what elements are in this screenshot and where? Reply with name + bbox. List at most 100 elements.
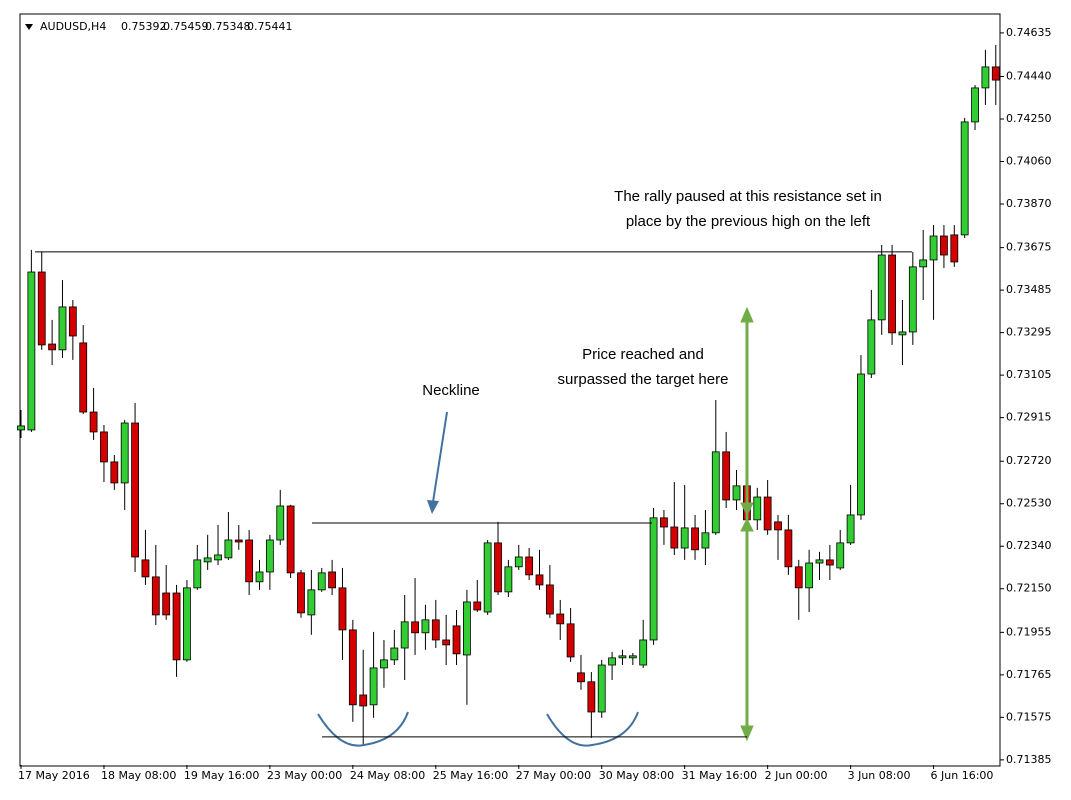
- y-tick-label: 0.72340: [1006, 539, 1052, 552]
- candle-body: [504, 566, 513, 593]
- candle-body: [380, 659, 388, 669]
- candle-body: [680, 527, 689, 549]
- x-tick-label: 19 May 16:00: [184, 769, 259, 782]
- symbol-title: AUDUSD,H4: [40, 20, 106, 33]
- candle-body: [141, 559, 150, 578]
- header-low: 0.75348: [205, 20, 251, 33]
- right-shoulder-curve: [546, 711, 639, 747]
- candle-body: [608, 657, 616, 666]
- y-tick-label: 0.71955: [1006, 625, 1052, 638]
- candle-body: [732, 485, 741, 501]
- candle-body: [587, 681, 596, 713]
- candle-body: [307, 589, 316, 616]
- candle-body: [172, 592, 181, 661]
- candle-body: [867, 319, 876, 375]
- header-high: 0.75459: [163, 20, 209, 33]
- candle-body: [214, 554, 222, 561]
- annotation: The rally paused at this resistance set …: [614, 188, 882, 205]
- y-tick-label: 0.73105: [1006, 368, 1052, 381]
- x-tick-label: 17 May 2016: [18, 769, 90, 782]
- target-arrow-head: [740, 517, 754, 532]
- y-tick-label: 0.72150: [1006, 582, 1052, 595]
- candle-body: [234, 539, 243, 543]
- candle-body: [79, 342, 88, 413]
- candle-body: [120, 422, 129, 484]
- candle-body: [981, 66, 990, 89]
- candle-body: [597, 664, 606, 713]
- neckline-arrow: [432, 411, 448, 503]
- candle-body: [691, 527, 699, 551]
- candle-body: [68, 306, 77, 337]
- candle-body: [400, 621, 409, 649]
- y-tick-label: 0.72915: [1006, 411, 1052, 424]
- target-arrow-head: [740, 502, 754, 517]
- annotation: Neckline: [422, 382, 480, 399]
- x-tick-label: 6 Jun 16:00: [931, 769, 994, 782]
- y-tick-label: 0.73675: [1006, 241, 1052, 254]
- header-close: 0.75441: [247, 20, 293, 33]
- x-tick-label: 27 May 00:00: [516, 769, 591, 782]
- candle-body: [390, 647, 399, 661]
- candle-body: [577, 672, 585, 683]
- candle-body: [898, 331, 907, 336]
- candle-body: [317, 572, 326, 591]
- candle-body: [514, 556, 523, 568]
- candle-body: [991, 66, 1000, 81]
- candle-body: [566, 623, 575, 658]
- candle-body: [535, 574, 544, 586]
- candle-body: [338, 587, 347, 631]
- x-tick-label: 3 Jun 08:00: [848, 769, 911, 782]
- candle-body: [846, 514, 855, 544]
- candle-body: [431, 619, 440, 641]
- candle-body: [556, 613, 565, 625]
- candle-body: [857, 373, 865, 516]
- candle-body: [348, 629, 357, 706]
- candle-body: [805, 562, 814, 589]
- candle-body: [525, 556, 534, 576]
- y-tick-label: 0.71385: [1006, 753, 1052, 766]
- candles: [17, 44, 1000, 745]
- x-tick-label: 23 May 00:00: [267, 769, 342, 782]
- candle-body: [774, 521, 782, 531]
- candle-body: [971, 87, 979, 123]
- candle-body: [297, 572, 305, 614]
- symbol-menu-icon[interactable]: [25, 24, 33, 30]
- candle-body: [919, 259, 928, 268]
- candle-body: [89, 411, 98, 433]
- x-tick-label: 25 May 16:00: [433, 769, 508, 782]
- candle-body: [224, 539, 233, 559]
- candle-body: [753, 496, 762, 521]
- y-tick-label: 0.72530: [1006, 497, 1052, 510]
- target-arrow-head: [740, 725, 754, 742]
- y-tick-label: 0.73295: [1006, 326, 1052, 339]
- candle-body: [628, 655, 637, 659]
- y-tick-label: 0.72720: [1006, 454, 1052, 467]
- candle-body: [245, 539, 254, 583]
- plot-frame: [19, 13, 1001, 767]
- candle-body: [877, 254, 886, 321]
- candle-body: [369, 667, 378, 706]
- candle-body: [131, 422, 139, 558]
- candle-body: [649, 517, 658, 641]
- candle-body: [37, 271, 46, 346]
- candle-body: [950, 234, 959, 263]
- candle-body: [494, 542, 502, 593]
- candle-body: [193, 559, 202, 589]
- candle-body: [442, 639, 451, 646]
- candle-body: [794, 566, 803, 589]
- annotation: place by the previous high on the left: [626, 213, 871, 230]
- neckline-arrow-head: [427, 500, 439, 514]
- target-arrow: [740, 306, 754, 742]
- candle-body: [265, 539, 274, 573]
- candle-body: [940, 235, 948, 256]
- y-tick-label: 0.73870: [1006, 197, 1052, 210]
- header-open: 0.75392: [121, 20, 167, 33]
- x-tick-label: 18 May 08:00: [101, 769, 176, 782]
- candle-body: [784, 529, 793, 568]
- candle-body: [27, 271, 36, 431]
- y-tick-label: 0.74250: [1006, 112, 1052, 125]
- candle-body: [276, 505, 285, 541]
- candle-body: [328, 571, 337, 589]
- candle-body: [483, 542, 492, 613]
